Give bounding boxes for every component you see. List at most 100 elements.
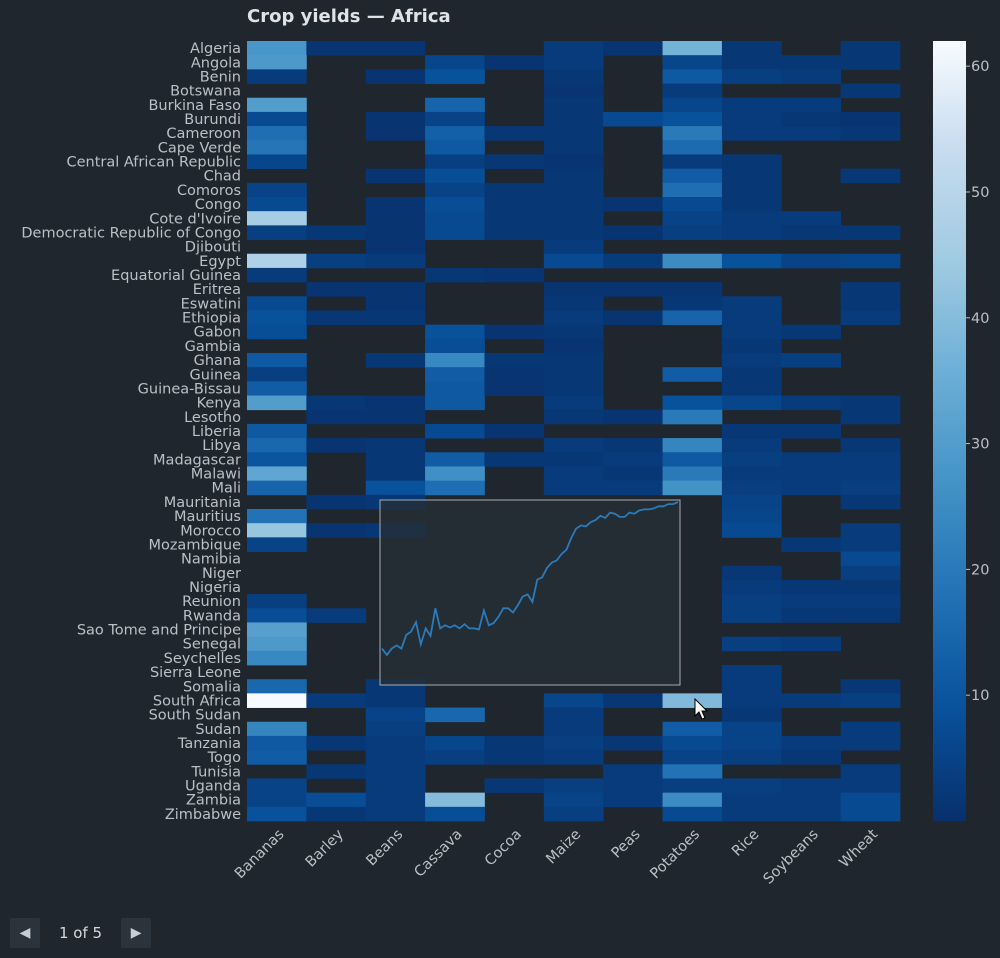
row-label: Sierra Leone [150, 665, 241, 681]
row-label: Algeria [190, 41, 241, 57]
prev-page-button[interactable]: ◀ [10, 918, 40, 948]
row-label: Malawi [191, 467, 241, 483]
heatmap-cell [543, 409, 604, 425]
heatmap-cell [781, 111, 842, 127]
heatmap-cell [484, 324, 545, 340]
heatmap-cell [484, 197, 545, 212]
heatmap-cell [247, 211, 307, 226]
row-label: Uganda [185, 779, 241, 795]
heatmap-cell [425, 806, 485, 822]
heatmap-cell [781, 778, 842, 794]
heatmap-cell [543, 452, 604, 467]
page-indicator: 1 of 5 [59, 924, 103, 942]
heatmap-cell [721, 154, 782, 170]
heatmap-cell [662, 69, 723, 84]
row-label: Reunion [182, 594, 241, 610]
heatmap-cell [247, 523, 307, 538]
row-label: Burkina Faso [148, 98, 241, 114]
heatmap-cell [840, 253, 901, 269]
heatmap-cell [247, 41, 307, 56]
heatmap-cell [543, 97, 604, 113]
heatmap-cell [365, 296, 426, 311]
heatmap-cell [425, 225, 485, 240]
heatmap-cell [662, 253, 723, 269]
heatmap-cell [662, 466, 723, 482]
heatmap-cell [365, 353, 426, 368]
heatmap-cell [603, 111, 663, 127]
heatmap-cell [662, 296, 723, 311]
heatmap-cell [662, 97, 723, 113]
row-label: Libya [202, 438, 241, 454]
heatmap-cell [781, 225, 842, 240]
heatmap-cell [840, 41, 901, 56]
mouse-pointer-icon [694, 698, 709, 720]
heatmap-cell [721, 707, 782, 723]
heatmap-cell [662, 282, 723, 297]
heatmap-cell [781, 126, 842, 141]
heatmap-cell [365, 126, 426, 141]
heatmap-cell [425, 381, 485, 396]
next-page-button[interactable]: ▶ [121, 918, 152, 948]
triangle-left-icon: ◀ [19, 925, 31, 941]
heatmap-cell [721, 665, 782, 680]
heatmap-cell [721, 395, 782, 411]
heatmap-cell [247, 650, 307, 666]
heatmap-cell [247, 735, 307, 751]
row-label: Madagascar [153, 452, 241, 468]
heatmap-cell [306, 735, 367, 751]
heatmap-cell [484, 154, 545, 170]
heatmap-cell [721, 735, 782, 751]
heatmap-cell [662, 750, 723, 765]
pager: ◀ 1 of 5 ▶ [10, 918, 152, 948]
colorbar-tick-label: 20 [971, 562, 989, 578]
heatmap-cell [247, 721, 307, 737]
heatmap-cell [484, 750, 545, 765]
heatmap-cell [840, 594, 901, 609]
heatmap-cell [247, 750, 307, 765]
row-label: Mozambique [148, 537, 241, 553]
heatmap-cell [781, 693, 842, 708]
row-label: Cote d'Ivoire [149, 211, 241, 227]
heatmap-cell [425, 267, 485, 283]
heatmap-cell [840, 168, 901, 184]
heatmap-cell [603, 409, 663, 425]
heatmap-cell [721, 338, 782, 354]
heatmap-cell [306, 409, 367, 425]
heatmap-cell [543, 211, 604, 226]
heatmap-cell [603, 197, 663, 212]
heatmap-cell [306, 395, 367, 411]
heatmap-cell [781, 806, 842, 822]
heatmap-cell [543, 140, 604, 155]
heatmap-cell [425, 750, 485, 765]
heatmap-cell [840, 395, 901, 411]
heatmap-cell [662, 197, 723, 212]
heatmap-cell [484, 778, 545, 794]
heatmap-cell [543, 721, 604, 737]
heatmap-cell [425, 111, 485, 127]
heatmap-cell [840, 282, 901, 297]
heatmap-cell [247, 452, 307, 467]
heatmap-cell [365, 707, 426, 723]
heatmap-cell [721, 168, 782, 184]
heatmap-cell [721, 636, 782, 652]
heatmap-cell [425, 168, 485, 184]
heatmap-cell [721, 452, 782, 467]
row-label: Angola [191, 55, 241, 71]
heatmap-cell [781, 636, 842, 652]
heatmap-cell [662, 211, 723, 226]
heatmap-cell [247, 296, 307, 311]
heatmap-cell [247, 253, 307, 269]
heatmap-cell [781, 537, 842, 552]
heatmap-cell [662, 806, 723, 822]
heatmap-cell [840, 438, 901, 453]
heatmap-cell [840, 296, 901, 311]
heatmap-cell [247, 636, 307, 652]
heatmap-cell [306, 693, 367, 708]
heatmap-cell [603, 466, 663, 482]
heatmap-cell [721, 579, 782, 595]
heatmap-cell [543, 197, 604, 212]
heatmap-cell [306, 310, 367, 326]
heatmap-cell [543, 466, 604, 482]
row-label: Egypt [199, 254, 241, 270]
